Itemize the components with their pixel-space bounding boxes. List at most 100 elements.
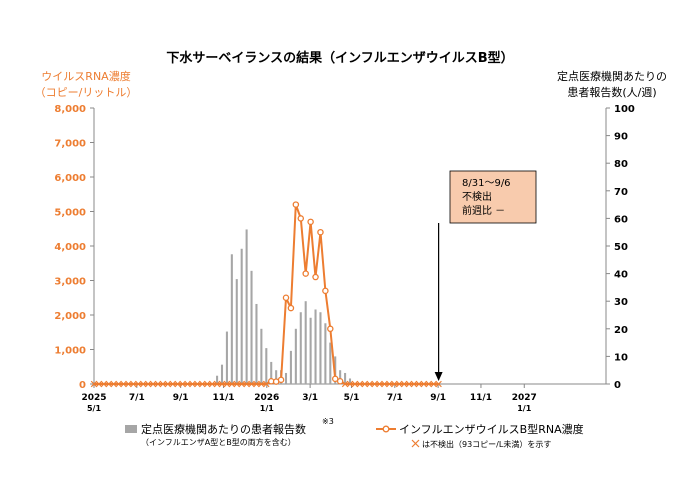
not-detected-marker	[125, 380, 132, 388]
x-tick-label: 11/1	[470, 393, 492, 403]
not-detected-stroke	[164, 380, 172, 388]
rna-point	[292, 201, 300, 208]
annotation-line-3: 前週比 －	[462, 204, 505, 217]
not-detected-marker	[415, 380, 423, 388]
right-axis-label-1: 定点医療機関あたりの	[557, 69, 667, 83]
right-tick-label: 60	[614, 214, 628, 225]
not-detected-marker	[223, 380, 231, 388]
x-tick-label: 7/1	[387, 393, 403, 403]
not-detected-stroke	[189, 380, 196, 388]
right-tick-label: 80	[614, 159, 628, 170]
not-detected-stroke	[238, 380, 245, 388]
not-detected-stroke	[208, 380, 216, 388]
not-detected-stroke	[420, 380, 428, 388]
not-detected-marker	[140, 380, 147, 388]
not-detected-stroke	[213, 380, 221, 388]
annotation-arrow-head	[434, 372, 443, 381]
not-detected-marker	[228, 380, 236, 388]
not-detected-marker	[410, 380, 418, 388]
x-tick-label: 5/1	[344, 393, 360, 403]
not-detected-stroke	[248, 380, 255, 388]
x-tick-label: 9/1	[173, 393, 189, 403]
not-detected-marker	[258, 380, 265, 388]
left-tick-label: 8,000	[54, 104, 86, 115]
annotation-line-2: 不検出	[462, 190, 492, 203]
not-detected-stroke	[184, 380, 191, 388]
not-detected-stroke	[233, 380, 240, 388]
not-detected-stroke	[430, 380, 437, 388]
patient-bar	[284, 372, 288, 384]
not-detected-stroke	[204, 380, 211, 388]
left-tick-label: 0	[79, 380, 86, 391]
x-tick-label: 7/1	[129, 393, 145, 403]
not-detected-marker	[430, 380, 437, 388]
not-detected-marker	[233, 380, 240, 388]
not-detected-marker	[194, 380, 201, 388]
not-detected-stroke	[253, 380, 260, 388]
not-detected-stroke	[135, 380, 142, 388]
rna-point	[302, 270, 309, 277]
not-detected-stroke	[366, 380, 373, 388]
x-tick-label: 3/1	[302, 393, 318, 403]
not-detected-stroke	[361, 380, 368, 388]
annotation-box	[449, 170, 537, 224]
not-detected-stroke	[228, 380, 236, 388]
not-detected-stroke	[381, 380, 388, 388]
patient-bar	[250, 270, 253, 384]
not-detected-marker	[248, 380, 255, 388]
patient-bar	[294, 328, 297, 384]
legend-bar-note: ※3	[322, 417, 334, 426]
not-detected-marker	[396, 380, 403, 388]
rna-point	[336, 377, 344, 385]
not-detected-stroke	[346, 380, 354, 388]
legend-line-marker	[382, 425, 390, 433]
not-detected-marker	[435, 380, 442, 388]
legend-bar-label: 定点医療機関あたりの患者報告数	[141, 422, 306, 436]
right-tick-label: 40	[614, 270, 628, 281]
chart-title: 下水サーベイランスの結果（インフルエンザウイルスB型）	[166, 50, 513, 66]
rna-point	[322, 287, 329, 295]
not-detected-stroke	[144, 380, 152, 388]
not-detected-stroke	[218, 380, 226, 388]
not-detected-stroke	[110, 380, 117, 388]
not-detected-stroke	[174, 380, 181, 388]
not-detected-stroke	[400, 380, 408, 388]
not-detected-stroke	[90, 380, 98, 388]
not-detected-marker	[213, 380, 221, 388]
rna-point	[307, 218, 314, 226]
not-detected-stroke	[95, 380, 103, 388]
not-detected-marker	[391, 380, 398, 388]
rna-point	[331, 375, 339, 383]
not-detected-marker	[184, 380, 191, 388]
not-detected-marker	[159, 380, 167, 388]
patient-bar	[319, 312, 322, 384]
not-detected-marker	[208, 380, 216, 388]
not-detected-marker	[346, 380, 354, 388]
not-detected-marker	[351, 380, 359, 388]
not-detected-marker	[243, 380, 250, 388]
not-detected-marker	[381, 380, 388, 388]
not-detected-marker	[90, 380, 98, 388]
not-detected-marker	[425, 380, 432, 388]
not-detected-stroke	[140, 380, 147, 388]
not-detected-marker	[189, 380, 196, 388]
patient-bar	[299, 312, 302, 384]
patient-bar	[339, 370, 342, 384]
left-axis-label-2: （コピー/リットル）	[35, 86, 138, 99]
rna-point	[282, 294, 290, 301]
patient-bar	[260, 328, 263, 384]
not-detected-stroke	[105, 380, 112, 388]
right-axis-label-2: 患者報告数(人/週)	[567, 86, 656, 99]
not-detected-stroke	[396, 380, 403, 388]
right-tick-label: 100	[614, 104, 635, 115]
legend-line-label: インフルエンザウイルスB型RNA濃度	[399, 422, 584, 436]
left-tick-label: 1,000	[54, 346, 86, 357]
not-detected-marker	[376, 380, 383, 388]
not-detected-marker	[100, 380, 108, 388]
patient-bar	[245, 229, 248, 384]
rna-point	[327, 325, 334, 333]
patient-bar	[329, 342, 332, 384]
bars	[216, 229, 352, 384]
x-tick-label: 2026	[254, 393, 279, 403]
